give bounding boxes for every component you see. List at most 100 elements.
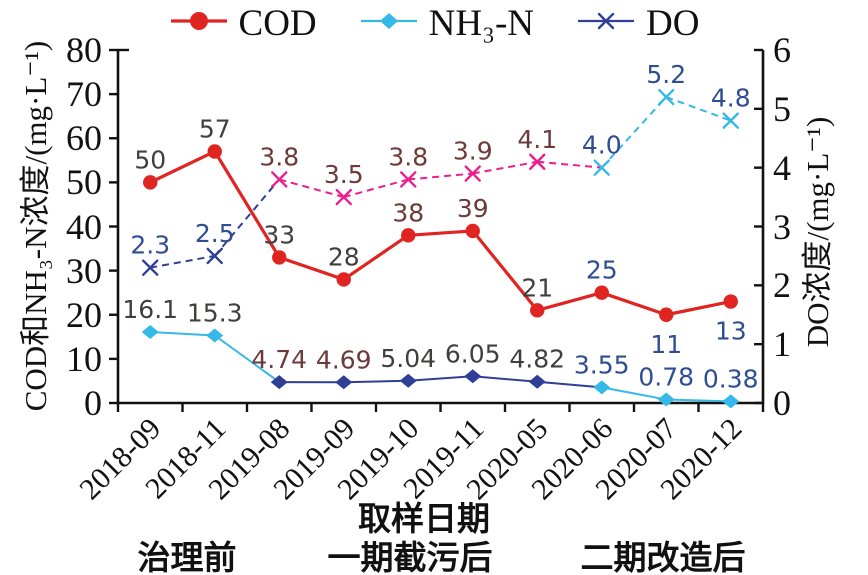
do-data-label: 2.5 bbox=[195, 219, 235, 248]
nh3n-marker bbox=[593, 380, 611, 395]
do-marker bbox=[722, 112, 739, 129]
x-stroke bbox=[658, 88, 675, 106]
y-left-tick-label: 0 bbox=[84, 383, 102, 423]
cod-data-label: 11 bbox=[650, 330, 682, 359]
do-line-segment bbox=[150, 254, 215, 269]
y-left-tick-label: 50 bbox=[66, 162, 102, 203]
x-axis-title: 取样日期 bbox=[358, 502, 490, 538]
y-right-tick-label: 2 bbox=[773, 265, 791, 306]
x-stroke bbox=[271, 171, 288, 188]
cod-data-label: 38 bbox=[392, 198, 424, 227]
nh3n-legend-marker-icon bbox=[359, 7, 419, 40]
do-data-label: 2.3 bbox=[130, 231, 170, 260]
do-line-segment bbox=[601, 96, 667, 169]
x-stroke bbox=[400, 171, 417, 188]
legend-item-nh3n: NH₃-N bbox=[359, 2, 534, 45]
cod-line-segment bbox=[536, 291, 603, 312]
do-marker bbox=[658, 88, 675, 106]
cod-marker bbox=[143, 175, 158, 190]
nh3n-data-label: 0.38 bbox=[703, 364, 759, 393]
nh3n-data-label: 6.05 bbox=[445, 339, 501, 368]
x-stroke bbox=[464, 165, 481, 182]
do-data-label: 4.8 bbox=[711, 84, 751, 113]
cod-line-segment bbox=[278, 255, 345, 281]
y-left-tick-label: 10 bbox=[66, 338, 102, 379]
cod-data-label: 57 bbox=[199, 114, 231, 143]
legend-item-cod: COD bbox=[169, 2, 317, 45]
y-right-tick-label: 5 bbox=[773, 88, 791, 129]
do-data-label: 3.8 bbox=[259, 142, 299, 171]
x-stroke bbox=[722, 112, 739, 129]
cod-line-segment bbox=[408, 229, 473, 237]
do-data-label: 5.2 bbox=[646, 60, 686, 89]
do-line-segment bbox=[472, 160, 538, 175]
x-stroke bbox=[529, 153, 546, 170]
phase-label-before-treatment: 治理前 bbox=[137, 541, 237, 575]
y-left-tick-label: 80 bbox=[66, 30, 102, 70]
nh3n-line-segment bbox=[472, 375, 538, 383]
nh3n-legend-swatch bbox=[360, 13, 417, 29]
nh3n-line-segment bbox=[601, 386, 667, 401]
y-right-tick-label: 1 bbox=[773, 324, 791, 365]
nh3n-marker bbox=[528, 374, 546, 389]
nh3n-marker bbox=[206, 328, 224, 343]
cod-line-segment bbox=[665, 299, 732, 317]
y-right-tick-label: 3 bbox=[773, 206, 791, 247]
nh3n-data-label: 4.69 bbox=[316, 345, 372, 374]
cod-data-label: 39 bbox=[457, 194, 489, 223]
cod-line-segment bbox=[342, 234, 410, 281]
do-marker bbox=[400, 171, 417, 188]
do-data-label: 3.9 bbox=[453, 137, 493, 166]
cod-marker bbox=[723, 294, 738, 309]
nh3n-data-label: 4.82 bbox=[509, 345, 565, 374]
do-data-label: 4.1 bbox=[517, 125, 557, 154]
y-right-tick-label: 0 bbox=[773, 383, 791, 423]
cod-line-segment bbox=[149, 150, 216, 184]
cod-legend-swatch bbox=[170, 12, 227, 30]
legend: COD NH₃-N DO bbox=[0, 2, 868, 45]
nh3n-line-segment bbox=[666, 398, 731, 403]
cod-marker bbox=[530, 303, 545, 318]
cod-marker bbox=[272, 250, 287, 265]
nh3n-line-segment bbox=[150, 330, 215, 337]
cod-marker bbox=[401, 228, 416, 243]
cod-data-label: 50 bbox=[134, 145, 166, 174]
do-legend-swatch bbox=[578, 12, 635, 30]
y-left-tick-label: 30 bbox=[66, 250, 102, 291]
nh3n-data-label: 5.04 bbox=[380, 344, 436, 373]
do-data-label: 3.8 bbox=[388, 142, 428, 171]
y-left-tick-label: 20 bbox=[66, 294, 102, 335]
y-left-tick-label: 70 bbox=[66, 74, 102, 115]
nh3n-data-label: 4.74 bbox=[251, 345, 307, 374]
do-marker bbox=[271, 171, 288, 188]
nh3n-marker bbox=[270, 375, 288, 390]
phase-label-after-phase1: 一期截污后 bbox=[327, 541, 493, 575]
nh3n-line-segment bbox=[214, 334, 280, 383]
cod-legend-glyph bbox=[189, 12, 208, 30]
do-line-segment bbox=[213, 178, 281, 257]
do-data-label: 3.5 bbox=[324, 160, 364, 189]
do-legend-glyph bbox=[597, 12, 615, 30]
cod-data-label: 13 bbox=[715, 317, 747, 346]
cod-marker bbox=[659, 307, 674, 322]
legend-item-do: DO bbox=[576, 2, 699, 45]
nh3n-data-label: 16.1 bbox=[122, 295, 178, 324]
cod-line-segment bbox=[601, 291, 667, 317]
cod-marker bbox=[336, 272, 351, 287]
y-left-tick-label: 40 bbox=[66, 206, 102, 247]
nh3n-legend-label: NH₃-N bbox=[428, 3, 535, 44]
nh3n-line-segment bbox=[408, 375, 473, 382]
y-left-tick-label: 60 bbox=[66, 118, 102, 159]
phase-label-after-phase2: 二期改造后 bbox=[580, 541, 746, 575]
cod-data-label: 33 bbox=[263, 220, 295, 249]
cod-legend-marker-icon bbox=[169, 7, 229, 40]
do-marker bbox=[593, 159, 610, 176]
do-line-segment bbox=[537, 160, 602, 169]
cod-data-label: 21 bbox=[521, 273, 553, 302]
do-marker bbox=[464, 165, 481, 182]
y-right-tick-label: 4 bbox=[773, 147, 791, 188]
cod-marker bbox=[207, 144, 222, 159]
nh3n-line-segment bbox=[343, 379, 409, 384]
